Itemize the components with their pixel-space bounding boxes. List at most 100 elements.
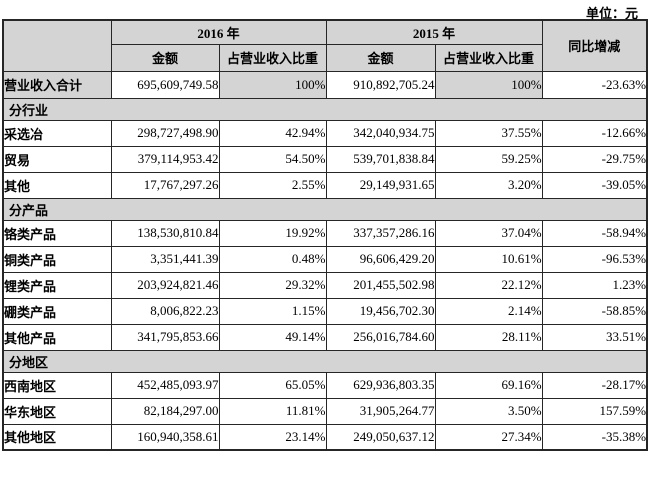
yoy-cell: -35.38% xyxy=(541,423,648,451)
amount-2016-cell: 17,767,297.26 xyxy=(110,171,220,199)
section-row-region: 分地区 xyxy=(2,349,648,373)
section-title: 分产品 xyxy=(2,197,648,221)
pct-2015-cell: 27.34% xyxy=(434,423,543,451)
amount-2016-cell: 695,609,749.58 xyxy=(110,70,220,99)
amount-2016-cell: 138,530,810.84 xyxy=(110,219,220,247)
amount-2016-cell: 379,114,953.42 xyxy=(110,145,220,173)
table-row: 硼类产品 8,006,822.23 1.15% 19,456,702.30 2.… xyxy=(2,297,648,325)
yoy-cell: 33.51% xyxy=(541,323,648,351)
pct-2015-cell: 3.50% xyxy=(434,397,543,425)
amount-2016-cell: 341,795,853.66 xyxy=(110,323,220,351)
yoy-cell: -23.63% xyxy=(541,70,648,99)
table-row: 贸易 379,114,953.42 54.50% 539,701,838.84 … xyxy=(2,145,648,173)
amount-2016-cell: 3,351,441.39 xyxy=(110,245,220,273)
section-title: 分行业 xyxy=(2,97,648,121)
yoy-cell: -29.75% xyxy=(541,145,648,173)
amount-2015-cell: 96,606,429.20 xyxy=(325,245,436,273)
yoy-cell: 157.59% xyxy=(541,397,648,425)
table-row: 其他产品 341,795,853.66 49.14% 256,016,784.6… xyxy=(2,323,648,351)
row-label: 贸易 xyxy=(2,145,112,173)
row-label: 其他 xyxy=(2,171,112,199)
amount-2015-cell: 629,936,803.35 xyxy=(325,371,436,399)
yoy-header: 同比增减 xyxy=(541,19,648,72)
table-row: 西南地区 452,485,093.97 65.05% 629,936,803.3… xyxy=(2,371,648,399)
pct-2016-cell: 65.05% xyxy=(218,371,327,399)
year-2016-header: 2016 年 xyxy=(110,19,327,45)
year-2015-header: 2015 年 xyxy=(325,19,543,45)
amount-2015-cell: 249,050,637.12 xyxy=(325,423,436,451)
amount-2016-cell: 298,727,498.90 xyxy=(110,119,220,147)
pct-2016-cell: 1.15% xyxy=(218,297,327,325)
amount-2015-header: 金额 xyxy=(325,43,436,72)
pct-2016-cell: 42.94% xyxy=(218,119,327,147)
yoy-cell: -96.53% xyxy=(541,245,648,273)
row-label: 西南地区 xyxy=(2,371,112,399)
pct-2015-cell: 2.14% xyxy=(434,297,543,325)
row-label: 硼类产品 xyxy=(2,297,112,325)
table-row: 锂类产品 203,924,821.46 29.32% 201,455,502.9… xyxy=(2,271,648,299)
pct-2016-cell: 29.32% xyxy=(218,271,327,299)
pct-2016-cell: 100% xyxy=(218,70,327,99)
yoy-cell: -12.66% xyxy=(541,119,648,147)
header-row-years: 2016 年 2015 年 同比增减 xyxy=(2,19,648,72)
pct-2015-cell: 69.16% xyxy=(434,371,543,399)
pct-2015-cell: 37.04% xyxy=(434,219,543,247)
amount-2016-cell: 452,485,093.97 xyxy=(110,371,220,399)
pct-2016-cell: 49.14% xyxy=(218,323,327,351)
row-label: 锂类产品 xyxy=(2,271,112,299)
row-label: 华东地区 xyxy=(2,397,112,425)
table-row: 华东地区 82,184,297.00 11.81% 31,905,264.77 … xyxy=(2,397,648,425)
section-row-industry: 分行业 xyxy=(2,97,648,121)
yoy-cell: -39.05% xyxy=(541,171,648,199)
unit-label: 单位：元 xyxy=(585,6,638,21)
pct-2015-cell: 100% xyxy=(434,70,543,99)
pct-2015-cell: 59.25% xyxy=(434,145,543,173)
pct-2016-cell: 11.81% xyxy=(218,397,327,425)
amount-2015-cell: 19,456,702.30 xyxy=(325,297,436,325)
amount-2015-cell: 201,455,502.98 xyxy=(325,271,436,299)
yoy-cell: -28.17% xyxy=(541,371,648,399)
row-label: 采选冶 xyxy=(2,119,112,147)
amount-2015-cell: 539,701,838.84 xyxy=(325,145,436,173)
corner-cell xyxy=(2,19,112,72)
amount-2015-cell: 29,149,931.65 xyxy=(325,171,436,199)
pct-2016-cell: 54.50% xyxy=(218,145,327,173)
amount-2016-cell: 82,184,297.00 xyxy=(110,397,220,425)
amount-2016-cell: 8,006,822.23 xyxy=(110,297,220,325)
table-row: 铬类产品 138,530,810.84 19.92% 337,357,286.1… xyxy=(2,219,648,247)
row-label: 其他产品 xyxy=(2,323,112,351)
proportion-2015-header: 占营业收入比重 xyxy=(434,43,543,72)
yoy-cell: 1.23% xyxy=(541,271,648,299)
pct-2016-cell: 23.14% xyxy=(218,423,327,451)
pct-2016-cell: 19.92% xyxy=(218,219,327,247)
pct-2015-cell: 3.20% xyxy=(434,171,543,199)
row-label: 铜类产品 xyxy=(2,245,112,273)
revenue-breakdown-table: 2016 年 2015 年 同比增减 金额 占营业收入比重 金额 占营业收入比重… xyxy=(2,19,648,451)
amount-2016-cell: 160,940,358.61 xyxy=(110,423,220,451)
table-row: 铜类产品 3,351,441.39 0.48% 96,606,429.20 10… xyxy=(2,245,648,273)
amount-2015-cell: 337,357,286.16 xyxy=(325,219,436,247)
pct-2015-cell: 37.55% xyxy=(434,119,543,147)
header-row-metrics: 金额 占营业收入比重 金额 占营业收入比重 xyxy=(3,43,647,72)
section-row-product: 分产品 xyxy=(2,197,648,221)
pct-2016-cell: 0.48% xyxy=(218,245,327,273)
table-row: 采选冶 298,727,498.90 42.94% 342,040,934.75… xyxy=(2,119,648,147)
table-row: 其他 17,767,297.26 2.55% 29,149,931.65 3.2… xyxy=(2,171,648,199)
pct-2015-cell: 22.12% xyxy=(434,271,543,299)
pct-2015-cell: 10.61% xyxy=(434,245,543,273)
amount-2015-cell: 910,892,705.24 xyxy=(325,70,436,99)
yoy-cell: -58.94% xyxy=(541,219,648,247)
pct-2016-cell: 2.55% xyxy=(218,171,327,199)
yoy-cell: -58.85% xyxy=(541,297,648,325)
pct-2015-cell: 28.11% xyxy=(434,323,543,351)
amount-2016-cell: 203,924,821.46 xyxy=(110,271,220,299)
amount-2015-cell: 256,016,784.60 xyxy=(325,323,436,351)
row-label: 营业收入合计 xyxy=(2,70,112,99)
amount-2015-cell: 31,905,264.77 xyxy=(325,397,436,425)
total-revenue-row: 营业收入合计 695,609,749.58 100% 910,892,705.2… xyxy=(2,70,648,99)
amount-2015-cell: 342,040,934.75 xyxy=(325,119,436,147)
row-label: 其他地区 xyxy=(2,423,112,451)
amount-2016-header: 金额 xyxy=(110,43,220,72)
section-title: 分地区 xyxy=(2,349,648,373)
table-row: 其他地区 160,940,358.61 23.14% 249,050,637.1… xyxy=(2,423,648,451)
